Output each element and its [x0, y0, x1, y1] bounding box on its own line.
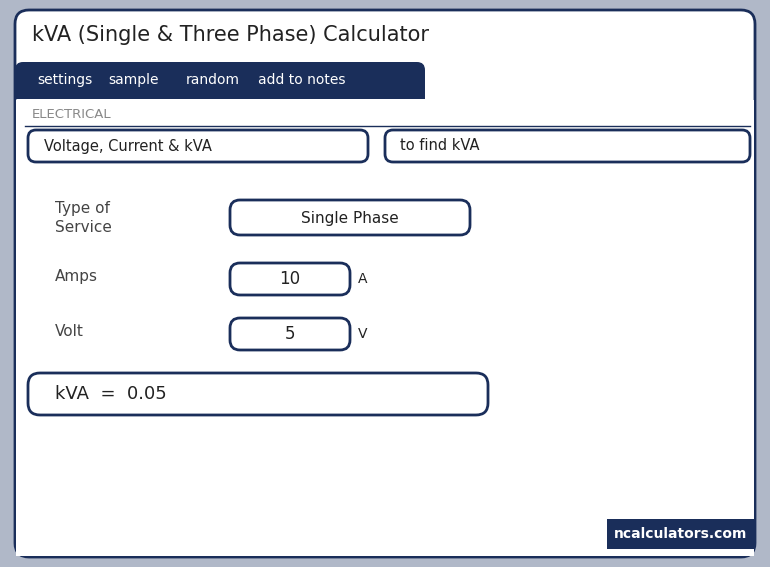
Text: add to notes: add to notes	[258, 73, 346, 87]
Text: sample: sample	[108, 73, 159, 87]
Text: A: A	[358, 272, 367, 286]
Text: Type of: Type of	[55, 201, 110, 217]
Text: Single Phase: Single Phase	[301, 210, 399, 226]
Bar	[15, 79, 425, 99]
Text: 5: 5	[285, 325, 295, 343]
Text: Voltage, Current & kVA: Voltage, Current & kVA	[44, 138, 212, 154]
FancyBboxPatch shape	[28, 373, 488, 415]
Text: V: V	[358, 327, 367, 341]
Text: random: random	[186, 73, 240, 87]
FancyBboxPatch shape	[230, 263, 350, 295]
Text: kVA (Single & Three Phase) Calculator: kVA (Single & Three Phase) Calculator	[32, 25, 429, 45]
Text: ELECTRICAL: ELECTRICAL	[32, 108, 112, 121]
Text: to find kVA: to find kVA	[400, 138, 480, 154]
Bar	[16, 100, 754, 556]
FancyBboxPatch shape	[15, 62, 425, 99]
Text: Volt: Volt	[55, 324, 84, 340]
FancyBboxPatch shape	[385, 130, 750, 162]
FancyBboxPatch shape	[15, 10, 755, 557]
FancyBboxPatch shape	[28, 130, 368, 162]
Text: kVA  =  0.05: kVA = 0.05	[55, 385, 167, 403]
FancyBboxPatch shape	[230, 200, 470, 235]
Text: Amps: Amps	[55, 269, 98, 285]
Text: settings: settings	[37, 73, 92, 87]
Text: ncalculators.com: ncalculators.com	[614, 527, 748, 541]
Bar	[607, 519, 755, 549]
Text: 10: 10	[280, 270, 300, 288]
Text: Service: Service	[55, 219, 112, 235]
FancyBboxPatch shape	[230, 318, 350, 350]
